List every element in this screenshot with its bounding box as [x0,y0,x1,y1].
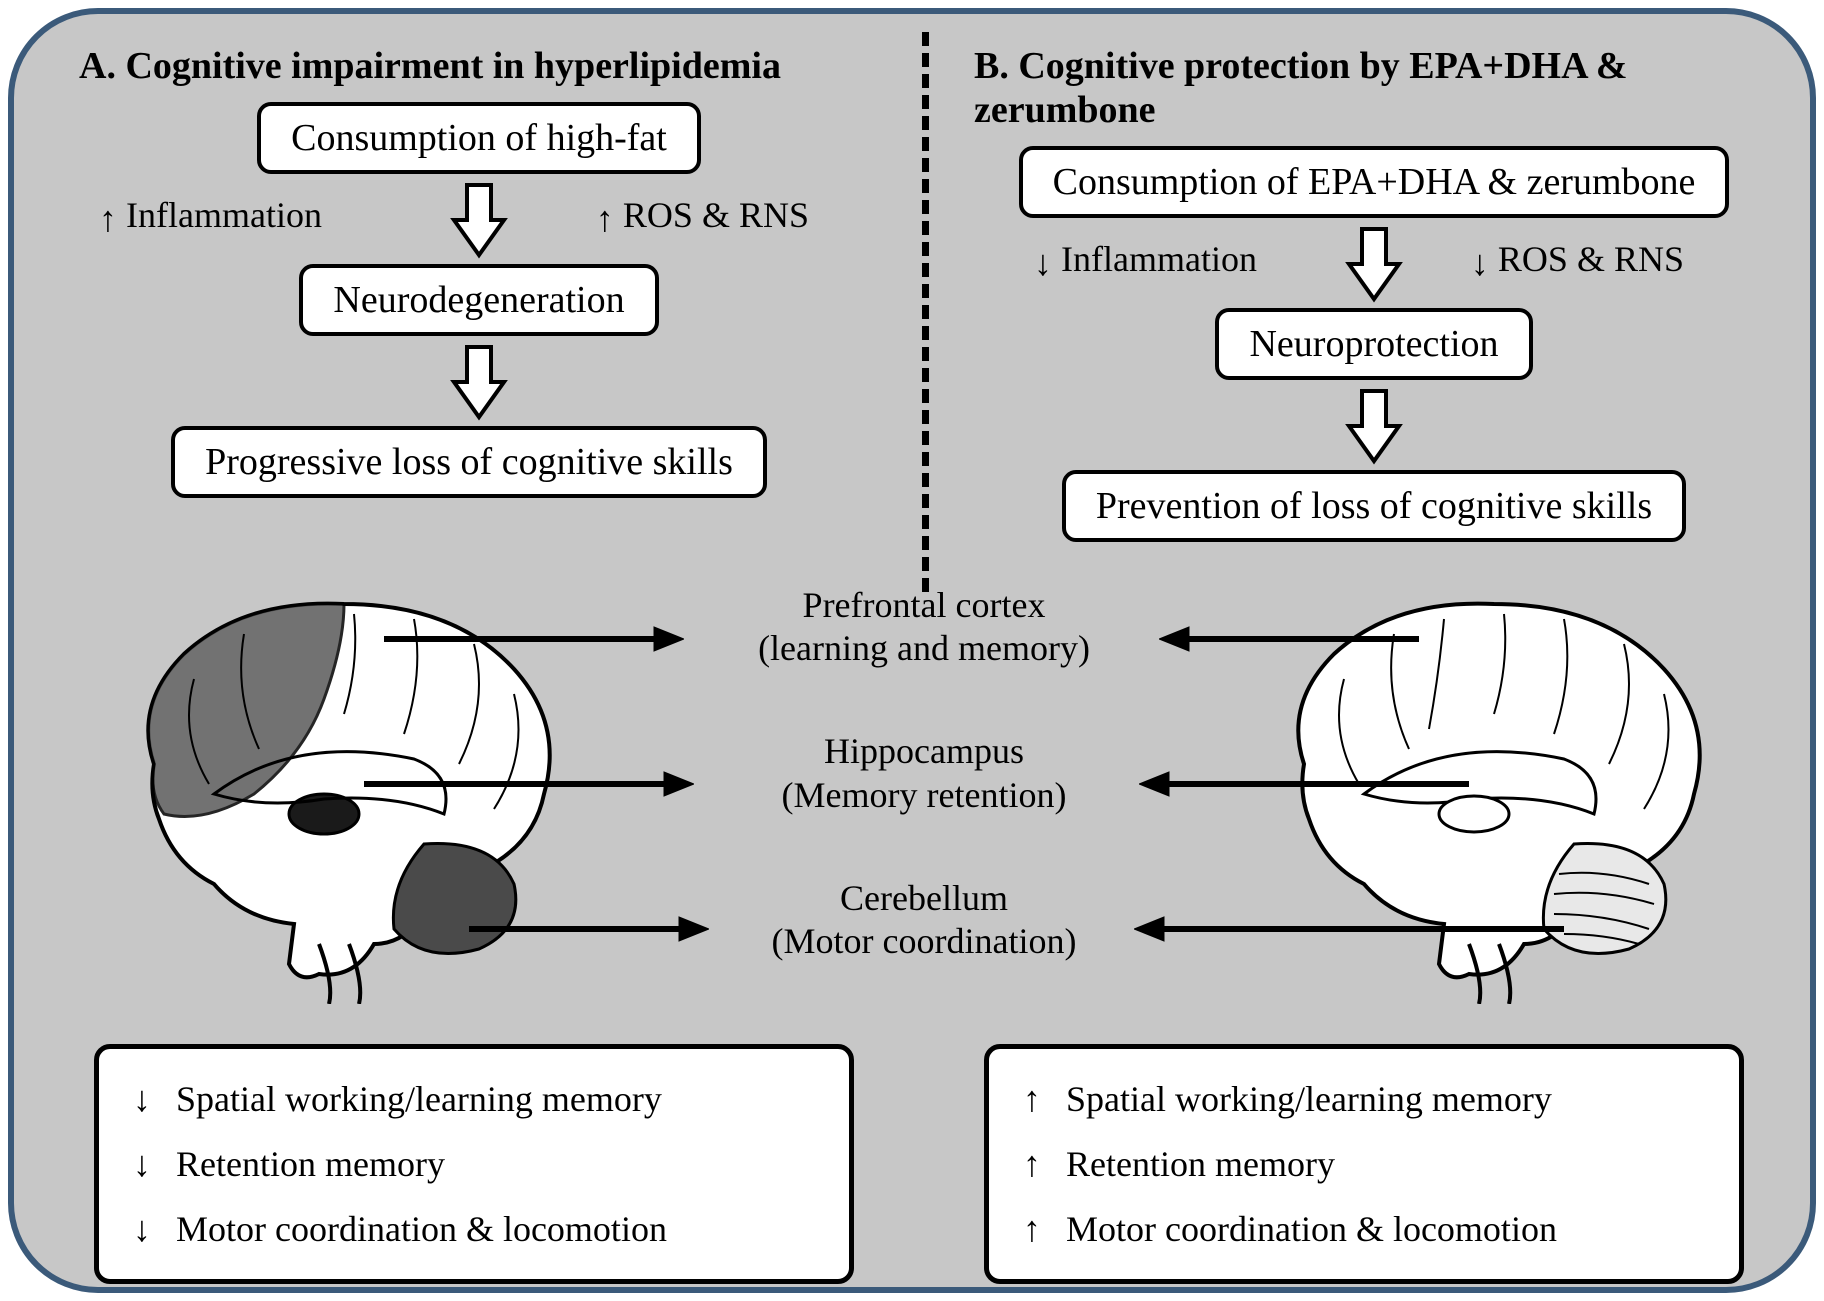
down-arrow-icon [449,180,509,260]
region-cerebellum: Cerebellum (Motor coordination) [654,877,1194,963]
down-arrow-icon [1344,386,1404,466]
down-arrow-icon [1344,224,1404,304]
arrow-left-icon [1159,624,1419,654]
panel-a-side-left: ↑ Inflammation [99,194,322,240]
arrow-right-icon [469,914,709,944]
panel-b-box3: Prevention of loss of cognitive skills [1062,470,1686,542]
outcome-b-line2: ↑ Retention memory [1017,1132,1711,1197]
arrow-right-icon [384,624,684,654]
panel-b-side-right: ↓ ROS & RNS [1471,238,1684,284]
up-arrow-icon: ↑ [1017,1067,1047,1132]
up-arrow-icon: ↑ [1017,1132,1047,1197]
panel-a-box3: Progressive loss of cognitive skills [171,426,767,498]
panel-a: A. Cognitive impairment in hyperlipidemi… [39,44,919,498]
down-arrow-icon: ↓ [1034,242,1052,284]
up-arrow-icon: ↑ [596,198,614,240]
outcomes-a-box: ↓ Spatial working/learning memory ↓ Rete… [94,1044,854,1284]
panel-a-box2: Neurodegeneration [299,264,658,336]
outcome-a-line1: ↓ Spatial working/learning memory [127,1067,821,1132]
panel-a-box1: Consumption of high-fat [257,102,701,174]
down-arrow-icon: ↓ [1471,242,1489,284]
panel-b-title: B. Cognitive protection by EPA+DHA & zer… [974,44,1814,132]
down-arrow-icon: ↓ [127,1067,157,1132]
panel-a-side-right: ↑ ROS & RNS [596,194,809,240]
up-arrow-icon: ↑ [99,198,117,240]
panel-b-box1: Consumption of EPA+DHA & zerumbone [1019,146,1730,218]
panel-a-title: A. Cognitive impairment in hyperlipidemi… [79,44,919,88]
region-hippocampus: Hippocampus (Memory retention) [654,730,1194,816]
outcomes-b-box: ↑ Spatial working/learning memory ↑ Rete… [984,1044,1744,1284]
panel-b-side-left: ↓ Inflammation [1034,238,1257,284]
arrow-left-icon [1139,769,1469,799]
diagram-frame: A. Cognitive impairment in hyperlipidemi… [8,8,1816,1293]
arrow-left-icon [1134,914,1564,944]
outcome-b-line1: ↑ Spatial working/learning memory [1017,1067,1711,1132]
center-divider [922,32,929,592]
outcome-b-line3: ↑ Motor coordination & locomotion [1017,1197,1711,1262]
region-prefrontal: Prefrontal cortex (learning and memory) [654,584,1194,670]
down-arrow-icon: ↓ [127,1132,157,1197]
down-arrow-icon: ↓ [127,1197,157,1262]
up-arrow-icon: ↑ [1017,1197,1047,1262]
panel-b: B. Cognitive protection by EPA+DHA & zer… [934,44,1814,542]
outcome-a-line3: ↓ Motor coordination & locomotion [127,1197,821,1262]
brain-region-labels: Prefrontal cortex (learning and memory) … [654,584,1194,1023]
arrow-right-icon [364,769,694,799]
outcome-a-line2: ↓ Retention memory [127,1132,821,1197]
down-arrow-icon [449,342,509,422]
panel-b-box2: Neuroprotection [1215,308,1532,380]
